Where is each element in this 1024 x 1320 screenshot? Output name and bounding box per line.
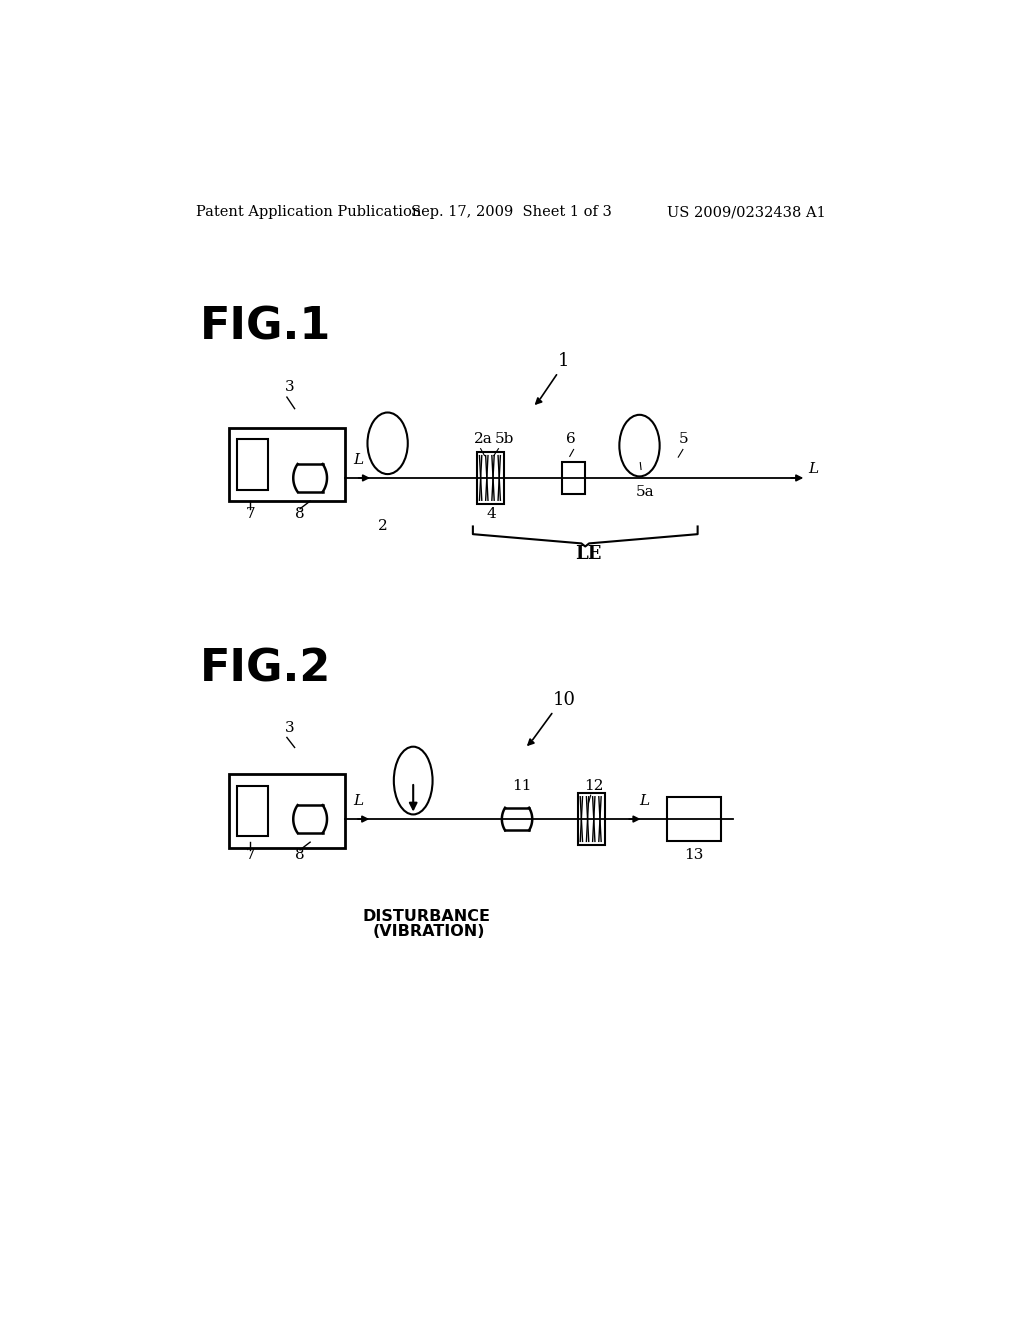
Text: Patent Application Publication: Patent Application Publication xyxy=(197,205,422,219)
Bar xyxy=(237,785,267,836)
Ellipse shape xyxy=(394,747,432,814)
Text: 10: 10 xyxy=(553,692,575,709)
Text: 12: 12 xyxy=(584,779,603,793)
Text: 2: 2 xyxy=(378,519,388,532)
Text: 8: 8 xyxy=(295,849,304,862)
Text: 6: 6 xyxy=(566,433,575,446)
Text: L: L xyxy=(809,462,818,475)
Bar xyxy=(237,440,267,490)
Text: 8: 8 xyxy=(295,507,304,521)
Text: (VIBRATION): (VIBRATION) xyxy=(372,924,484,939)
Text: US 2009/0232438 A1: US 2009/0232438 A1 xyxy=(667,205,825,219)
Text: 5a: 5a xyxy=(636,484,654,499)
Text: 5b: 5b xyxy=(495,433,514,446)
Bar xyxy=(562,462,586,494)
Text: 13: 13 xyxy=(684,849,703,862)
Bar xyxy=(228,775,345,847)
Text: DISTURBANCE: DISTURBANCE xyxy=(362,908,490,924)
Text: 3: 3 xyxy=(285,721,294,735)
Bar xyxy=(578,793,605,845)
Text: 7: 7 xyxy=(246,849,255,862)
Bar xyxy=(477,451,504,504)
Text: L: L xyxy=(640,795,649,808)
Text: LE: LE xyxy=(575,545,601,562)
Text: 4: 4 xyxy=(486,507,496,521)
Text: L: L xyxy=(352,453,362,467)
Text: 1: 1 xyxy=(558,352,569,371)
Bar xyxy=(667,797,721,841)
Ellipse shape xyxy=(368,413,408,474)
Text: FIG.1: FIG.1 xyxy=(200,305,332,348)
Text: 11: 11 xyxy=(512,779,531,793)
Text: 3: 3 xyxy=(285,380,294,393)
Ellipse shape xyxy=(620,414,659,477)
Bar xyxy=(228,428,345,502)
Text: 2a: 2a xyxy=(474,433,494,446)
Text: FIG.2: FIG.2 xyxy=(200,648,332,690)
Text: 7: 7 xyxy=(246,507,255,521)
Text: Sep. 17, 2009  Sheet 1 of 3: Sep. 17, 2009 Sheet 1 of 3 xyxy=(411,205,611,219)
Text: 5: 5 xyxy=(678,433,688,446)
Text: L: L xyxy=(352,795,362,808)
